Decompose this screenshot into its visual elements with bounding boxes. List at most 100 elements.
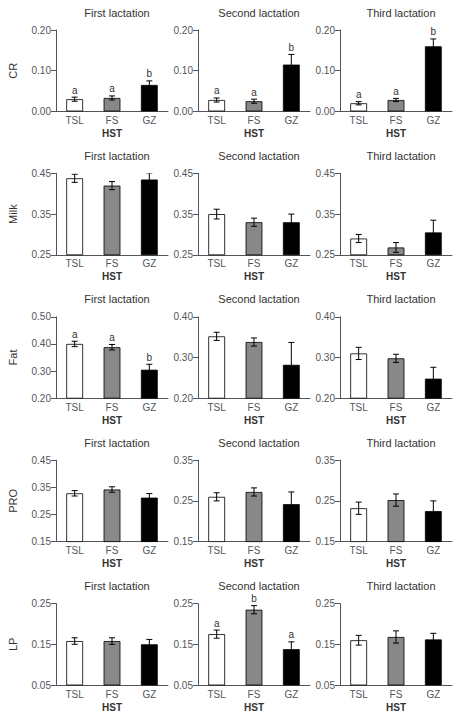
svg-text:0.15: 0.15 <box>32 536 52 547</box>
svg-text:a: a <box>109 83 115 94</box>
svg-text:GZ: GZ <box>142 545 156 556</box>
svg-text:CR: CR <box>7 63 19 79</box>
svg-text:0.30: 0.30 <box>32 366 52 377</box>
svg-text:0.25: 0.25 <box>32 509 52 520</box>
svg-text:0.25: 0.25 <box>174 495 194 506</box>
svg-text:0.10: 0.10 <box>316 65 336 76</box>
svg-text:0.15: 0.15 <box>174 639 194 650</box>
svg-text:FS: FS <box>106 545 119 556</box>
svg-text:0.40: 0.40 <box>316 311 336 322</box>
svg-text:FS: FS <box>106 115 119 126</box>
svg-text:GZ: GZ <box>426 689 440 700</box>
svg-text:HST: HST <box>102 271 122 282</box>
svg-text:FS: FS <box>248 115 261 126</box>
svg-text:FS: FS <box>106 258 119 269</box>
svg-text:GZ: GZ <box>142 689 156 700</box>
svg-text:a: a <box>109 332 115 343</box>
svg-text:0.20: 0.20 <box>174 393 194 404</box>
svg-text:0.15: 0.15 <box>32 639 52 650</box>
svg-text:0.35: 0.35 <box>174 209 194 220</box>
svg-text:0.45: 0.45 <box>174 168 194 179</box>
svg-text:LP: LP <box>7 638 19 651</box>
svg-text:0.25: 0.25 <box>316 598 336 609</box>
svg-text:GZ: GZ <box>284 115 298 126</box>
svg-text:Second lactation: Second lactation <box>218 293 299 305</box>
svg-text:HST: HST <box>244 271 264 282</box>
svg-text:a: a <box>393 86 399 97</box>
svg-text:0.00: 0.00 <box>174 106 194 117</box>
svg-text:0.00: 0.00 <box>32 106 52 117</box>
svg-text:TSL: TSL <box>65 545 84 556</box>
svg-text:GZ: GZ <box>142 258 156 269</box>
svg-text:b: b <box>431 26 437 37</box>
svg-text:HST: HST <box>386 415 406 426</box>
svg-text:Second lactation: Second lactation <box>218 150 299 162</box>
svg-text:a: a <box>214 618 220 629</box>
svg-text:GZ: GZ <box>426 115 440 126</box>
svg-text:a: a <box>72 85 78 96</box>
svg-text:HST: HST <box>244 128 264 139</box>
svg-text:HST: HST <box>244 558 264 569</box>
svg-text:HST: HST <box>386 702 406 713</box>
svg-text:FS: FS <box>106 402 119 413</box>
svg-text:0.45: 0.45 <box>32 168 52 179</box>
svg-text:0.35: 0.35 <box>174 455 194 466</box>
svg-text:TSL: TSL <box>349 258 368 269</box>
svg-text:0.25: 0.25 <box>316 249 336 260</box>
svg-text:0.10: 0.10 <box>174 65 194 76</box>
svg-text:TSL: TSL <box>349 402 368 413</box>
svg-text:HST: HST <box>102 128 122 139</box>
svg-text:TSL: TSL <box>207 689 226 700</box>
svg-text:TSL: TSL <box>65 689 84 700</box>
svg-text:0.35: 0.35 <box>32 482 52 493</box>
svg-text:0.35: 0.35 <box>316 209 336 220</box>
svg-text:First lactation: First lactation <box>84 7 149 19</box>
svg-text:GZ: GZ <box>284 689 298 700</box>
svg-text:TSL: TSL <box>207 402 226 413</box>
svg-text:TSL: TSL <box>207 115 226 126</box>
svg-text:b: b <box>147 68 153 79</box>
svg-text:0.15: 0.15 <box>316 536 336 547</box>
svg-text:HST: HST <box>102 558 122 569</box>
svg-text:0.00: 0.00 <box>316 106 336 117</box>
svg-text:HST: HST <box>102 702 122 713</box>
svg-text:GZ: GZ <box>142 115 156 126</box>
svg-text:a: a <box>72 329 78 340</box>
svg-text:First lactation: First lactation <box>84 293 149 305</box>
svg-text:FS: FS <box>248 402 261 413</box>
svg-text:Milk: Milk <box>7 204 19 224</box>
svg-text:0.15: 0.15 <box>174 536 194 547</box>
svg-text:GZ: GZ <box>426 402 440 413</box>
svg-text:GZ: GZ <box>284 402 298 413</box>
svg-text:HST: HST <box>386 128 406 139</box>
svg-text:FS: FS <box>390 545 403 556</box>
svg-text:0.20: 0.20 <box>32 25 52 36</box>
svg-text:a: a <box>214 85 220 96</box>
svg-text:Fat: Fat <box>7 350 19 366</box>
svg-text:First lactation: First lactation <box>84 437 149 449</box>
svg-text:TSL: TSL <box>65 258 84 269</box>
svg-text:a: a <box>356 89 362 100</box>
svg-text:a: a <box>251 87 257 98</box>
svg-text:GZ: GZ <box>426 258 440 269</box>
svg-text:TSL: TSL <box>349 689 368 700</box>
svg-text:HST: HST <box>244 702 264 713</box>
svg-text:0.20: 0.20 <box>316 25 336 36</box>
svg-text:0.35: 0.35 <box>316 455 336 466</box>
svg-text:0.20: 0.20 <box>316 393 336 404</box>
svg-text:0.25: 0.25 <box>32 249 52 260</box>
svg-text:FS: FS <box>390 115 403 126</box>
svg-text:FS: FS <box>390 258 403 269</box>
svg-text:0.45: 0.45 <box>316 168 336 179</box>
svg-text:0.15: 0.15 <box>316 639 336 650</box>
svg-text:TSL: TSL <box>207 258 226 269</box>
svg-text:0.30: 0.30 <box>316 352 336 363</box>
svg-text:b: b <box>147 352 153 363</box>
svg-text:TSL: TSL <box>65 402 84 413</box>
svg-text:FS: FS <box>390 402 403 413</box>
svg-text:GZ: GZ <box>284 258 298 269</box>
svg-text:TSL: TSL <box>65 115 84 126</box>
svg-text:0.25: 0.25 <box>316 495 336 506</box>
svg-text:Second lactation: Second lactation <box>218 580 299 592</box>
svg-text:TSL: TSL <box>349 545 368 556</box>
